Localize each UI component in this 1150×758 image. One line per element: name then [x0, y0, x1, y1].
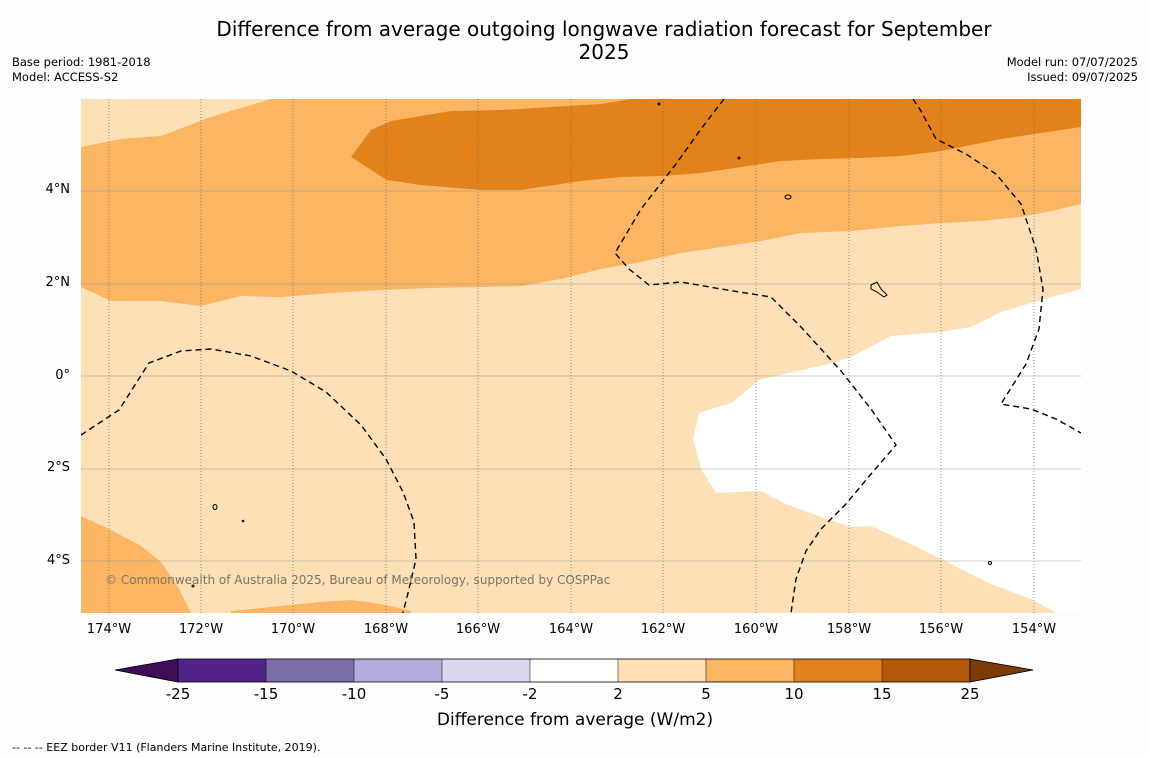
- lat-label-0: 0°: [55, 368, 70, 383]
- lon-label-154w: 154°W: [1011, 622, 1057, 637]
- lon-label-162w: 162°W: [640, 622, 686, 637]
- lat-label-4s: 4°S: [46, 553, 70, 568]
- anomaly-10-15-region: [351, 99, 1081, 190]
- colorbar-label: 15: [872, 685, 892, 703]
- colorbar-label: 2: [613, 685, 623, 703]
- colorbar-bin: [706, 659, 794, 682]
- anomaly-5-10-southwest: [81, 516, 191, 613]
- colorbar-title: Difference from average (W/m2): [436, 710, 714, 730]
- copyright-notice: © Commonwealth of Australia 2025, Bureau…: [105, 573, 611, 587]
- colorbar-extend-high: [969, 658, 1034, 683]
- colorbar-bin: [794, 659, 882, 682]
- issued-date: Issued: 09/07/2025: [1027, 70, 1138, 84]
- anomaly-5-10-south: [231, 600, 411, 613]
- lon-label-158w: 158°W: [826, 622, 872, 637]
- colorbar-label: 25: [960, 685, 980, 703]
- map-title: Difference from average outgoing longwav…: [216, 17, 992, 64]
- colorbar-bin: [530, 659, 618, 682]
- lon-label-170w: 170°W: [270, 622, 316, 637]
- lat-label-4n: 4°N: [45, 182, 71, 197]
- colorbar-bin: [882, 659, 970, 682]
- colorbar-label: -25: [165, 685, 191, 703]
- colorbar: [114, 658, 1034, 683]
- colorbar-extend-low: [114, 658, 179, 683]
- colorbar-bin: [442, 659, 530, 682]
- colorbar-bin: [178, 659, 266, 682]
- lon-label-164w: 164°W: [548, 622, 594, 637]
- model-name: Model: ACCESS-S2: [12, 70, 119, 84]
- anomaly-neutral-region: [693, 289, 1081, 613]
- colorbar-label: -2: [522, 685, 538, 703]
- map-area[interactable]: [81, 99, 1081, 613]
- metadata-left: Base period: 1981-2018 Model: ACCESS-S2: [12, 55, 151, 85]
- model-run: Model run: 07/07/2025: [1006, 55, 1138, 69]
- lat-label-2s: 2°S: [46, 460, 70, 475]
- colorbar-bin: [618, 659, 706, 682]
- colorbar-label: -5: [434, 685, 450, 703]
- lon-label-172w: 172°W: [178, 622, 224, 637]
- colorbar-label: -15: [253, 685, 279, 703]
- colorbar-bin: [266, 659, 354, 682]
- colorbar-label: -10: [341, 685, 367, 703]
- colorbar-bin: [354, 659, 442, 682]
- lon-label-160w: 160°W: [733, 622, 779, 637]
- eez-border: [81, 99, 1081, 613]
- colorbar-label: 5: [701, 685, 711, 703]
- base-period: Base period: 1981-2018: [12, 55, 151, 69]
- colorbar-label: 10: [784, 685, 804, 703]
- map-svg: [81, 99, 1081, 613]
- latitude-gridlines: [81, 190, 1081, 562]
- eez-legend-note: -- -- -- EEZ border V11 (Flanders Marine…: [12, 741, 321, 754]
- lon-label-168w: 168°W: [363, 622, 409, 637]
- lon-label-174w: 174°W: [86, 622, 132, 637]
- lon-label-156w: 156°W: [918, 622, 964, 637]
- lat-label-2n: 2°N: [45, 275, 71, 290]
- islands: [191, 102, 992, 588]
- lon-label-166w: 166°W: [455, 622, 501, 637]
- metadata-right: Model run: 07/07/2025 Issued: 09/07/2025: [1007, 55, 1138, 85]
